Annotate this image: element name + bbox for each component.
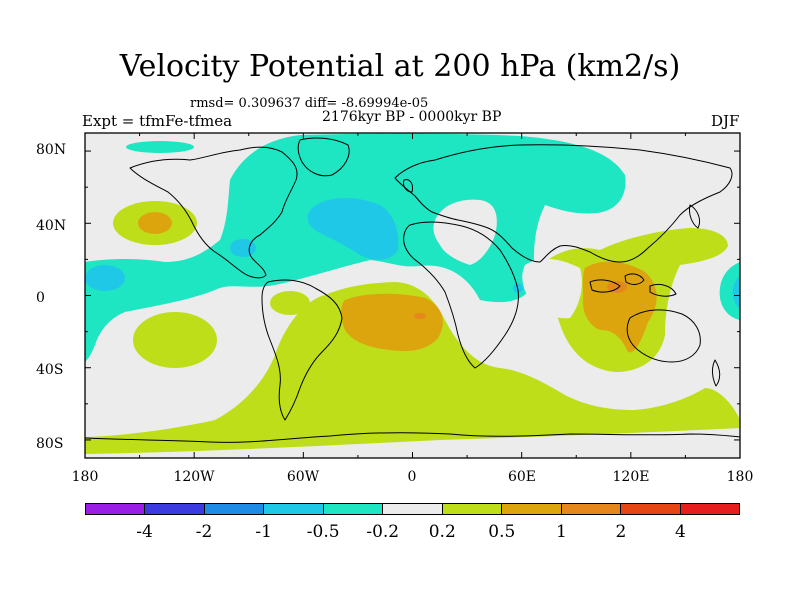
south-pacific-positive-lobe — [133, 312, 217, 368]
colorbar-tick-label: 1 — [555, 522, 567, 542]
colorbar-segment — [204, 504, 265, 514]
africa-coastline — [403, 221, 519, 369]
colorbar-segment — [680, 504, 739, 514]
colorbar-tick-label: -4 — [136, 522, 153, 542]
colorbar — [85, 503, 740, 515]
colorbar-segment — [264, 504, 324, 514]
north-america-coastline — [129, 146, 298, 279]
colorbar-segment — [442, 504, 503, 514]
colorbar-segment — [145, 504, 205, 514]
lat-label-80s: 80S — [36, 436, 64, 452]
arctic-negative-strip — [126, 141, 194, 153]
uk-coastline — [403, 179, 413, 193]
new-zealand-coastline — [712, 359, 721, 387]
lon-label-120e: 120E — [612, 469, 650, 485]
lat-label-80n: 80N — [36, 142, 67, 158]
lon-label-60e: 60E — [507, 469, 537, 485]
lat-label-eq: 0 — [36, 290, 45, 306]
lat-label-40n: 40N — [36, 218, 67, 234]
europe-neutral-notch — [433, 199, 497, 265]
figure-title: Velocity Potential at 200 hPa (km2/s) — [119, 49, 681, 84]
antarctica-coastline — [85, 432, 740, 443]
south-america-positive-peak — [414, 313, 426, 319]
lon-label-180e: 180 — [726, 469, 754, 485]
lon-label-120w: 120W — [173, 469, 215, 485]
maritime-continent-islands — [589, 273, 677, 297]
colorbar-segment — [621, 504, 681, 514]
colorbar-tick-label: 2 — [615, 522, 627, 542]
southern-positive-region — [85, 282, 740, 458]
colorbar-segment — [383, 504, 443, 514]
north-pacific-positive-core — [138, 212, 172, 234]
colorbar-tick-label: -2 — [195, 522, 213, 542]
experiment-label: Expt = tfmFe-tfmea — [82, 112, 233, 130]
australia-coastline — [626, 309, 701, 363]
south-america-coastline — [261, 279, 343, 421]
dateline-negative-region — [719, 262, 740, 320]
greenland-coastline — [297, 137, 350, 177]
southern-ocean-neutral-region — [85, 428, 740, 458]
colorbar-tick-label: -0.2 — [366, 522, 400, 542]
west-pacific-negative-core — [85, 265, 125, 291]
lon-label-0: 0 — [407, 469, 417, 485]
rmsd-diff-label: rmsd= 0.309637 diff= -8.69994e-05 — [190, 96, 429, 111]
colorbar-tick-label: 0.2 — [428, 522, 456, 542]
period-label: 2176kyr BP - 0000kyr BP — [322, 109, 502, 125]
season-label: DJF — [711, 112, 740, 130]
lon-label-60w: 60W — [286, 469, 320, 485]
eurasia-coastline — [394, 144, 733, 263]
colorbar-tick-label: 4 — [675, 522, 686, 542]
colorbar-segment — [502, 504, 562, 514]
east-pacific-positive-lobe — [270, 291, 310, 315]
colorbar-segment — [86, 504, 146, 514]
colorbar-tick-label: -1 — [255, 522, 272, 542]
colorbar-segment — [561, 504, 622, 514]
south-america-positive-core — [341, 293, 443, 352]
indian-ocean-neutral-notch — [522, 258, 582, 319]
lat-label-40s: 40S — [36, 362, 64, 378]
colorbar-tick-label: -0.5 — [306, 522, 340, 542]
north-atlantic-negative-core — [307, 198, 399, 260]
lon-label-180w: 180 — [71, 469, 99, 485]
colorbar-segment — [323, 504, 384, 514]
maritime-continent-positive-peak — [607, 281, 627, 293]
colorbar-tick-label: 0.5 — [488, 522, 516, 542]
contour-fill-layer — [85, 133, 740, 458]
coastline-layer — [85, 137, 740, 443]
dateline-negative-core — [732, 276, 740, 308]
japan-coastline — [689, 204, 701, 229]
axis-ticks — [84, 133, 741, 458]
